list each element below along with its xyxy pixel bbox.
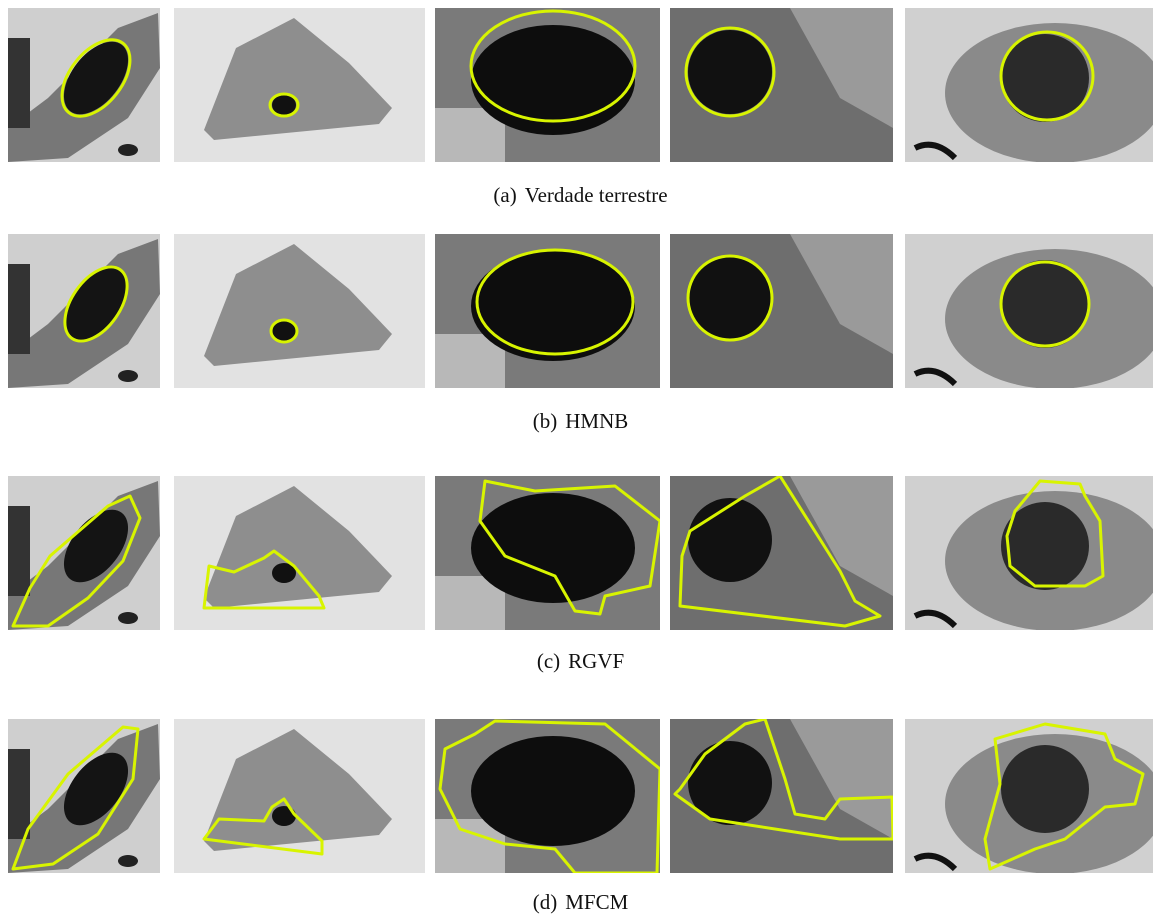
cell-image <box>905 476 1153 630</box>
caption-label: (c) <box>537 649 560 673</box>
nucleus <box>688 30 772 114</box>
caption-text: RGVF <box>568 649 624 673</box>
caption-text: HMNB <box>565 409 628 433</box>
figure: (a) Verdade terrestre (b) HMNB (c) RGVF (d) MFC… <box>0 0 1161 915</box>
caption: (b) HMNB <box>0 409 1161 434</box>
cell-image <box>8 719 160 873</box>
debris <box>118 855 138 867</box>
shadow <box>8 38 30 128</box>
caption-label: (b) <box>533 409 558 433</box>
cell-image <box>435 8 660 162</box>
nucleus <box>272 95 296 115</box>
cell-image <box>174 476 425 630</box>
caption: (a) Verdade terrestre <box>0 183 1161 208</box>
cell-image <box>435 476 660 630</box>
caption: (c) RGVF <box>0 649 1161 674</box>
cell-image <box>435 234 660 388</box>
cell-image <box>905 8 1153 162</box>
cell-image <box>670 476 893 630</box>
cell-image <box>905 234 1153 388</box>
debris <box>118 612 138 624</box>
cell-image <box>174 719 425 873</box>
nucleus <box>471 25 635 135</box>
nucleus <box>688 498 772 582</box>
cell-image <box>435 719 660 873</box>
debris <box>118 370 138 382</box>
shadow <box>8 506 30 596</box>
nucleus <box>1001 745 1089 833</box>
cell-image <box>670 8 893 162</box>
caption-label: (d) <box>533 890 558 914</box>
cell-image <box>8 8 160 162</box>
debris <box>118 144 138 156</box>
nucleus <box>471 493 635 603</box>
cell-image <box>174 234 425 388</box>
caption-label: (a) <box>493 183 516 207</box>
caption: (d) MFCM <box>0 890 1161 915</box>
shadow <box>8 264 30 354</box>
caption-text: Verdade terrestre <box>525 183 668 207</box>
cell-image <box>174 8 425 162</box>
cell-image <box>905 719 1153 873</box>
cell-image <box>8 476 160 630</box>
cell-image <box>670 234 893 388</box>
cell-image <box>8 234 160 388</box>
cell-image <box>670 719 893 873</box>
shadow <box>8 749 30 839</box>
nucleus <box>471 736 635 846</box>
caption-text: MFCM <box>565 890 628 914</box>
